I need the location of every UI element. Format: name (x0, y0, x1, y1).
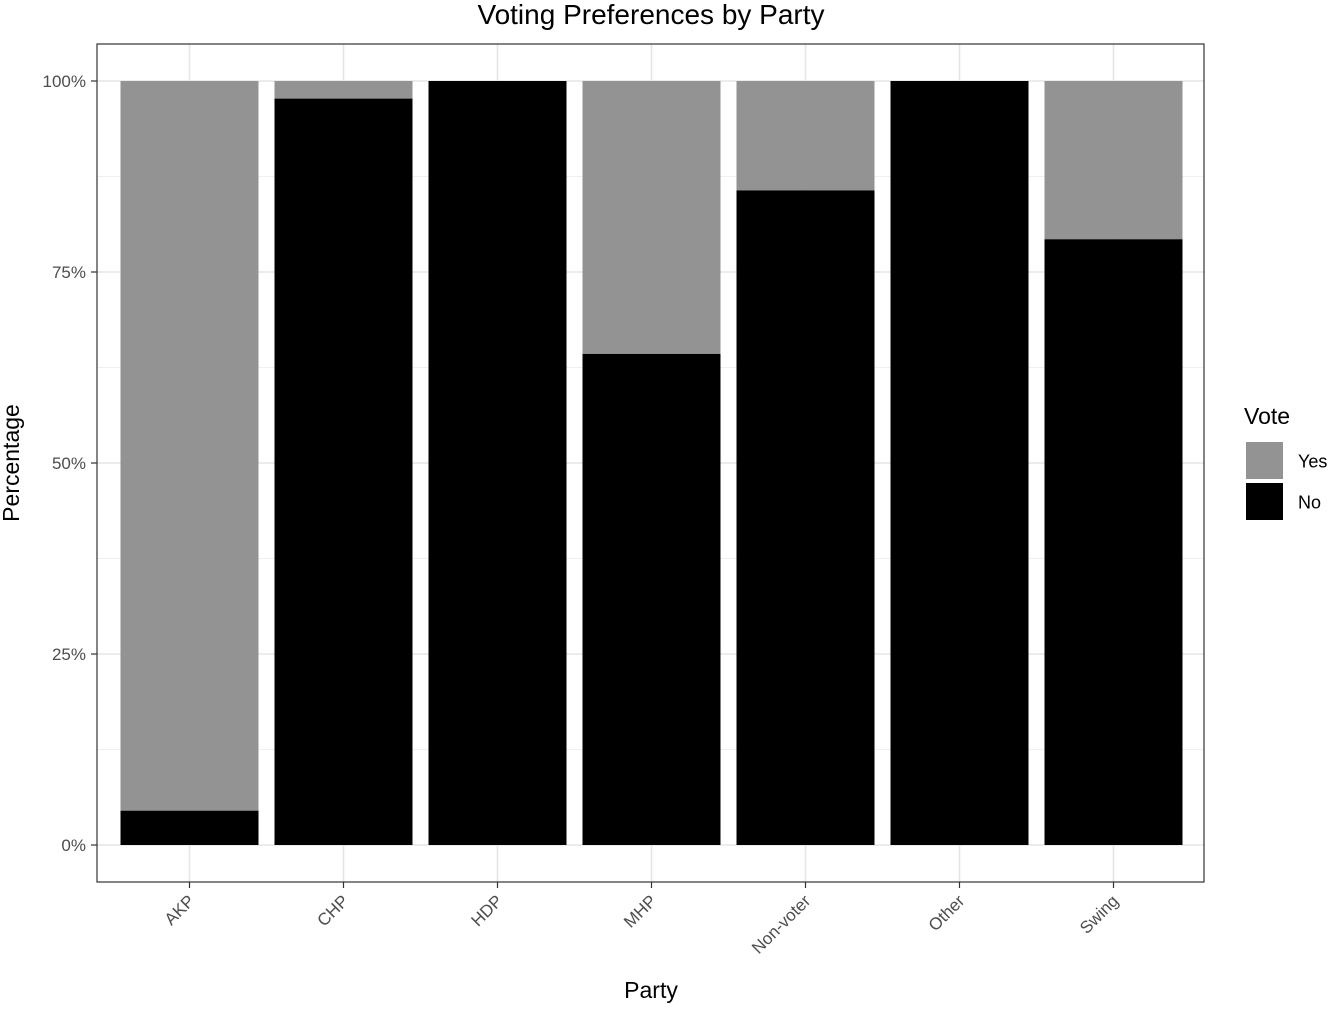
bar-no-chp (274, 98, 413, 845)
x-tick-label: MHP (620, 891, 660, 931)
legend-title: Vote (1244, 403, 1290, 429)
bar-yes-non-voter (736, 81, 875, 191)
x-tick-label: HDP (468, 891, 507, 930)
legend-key-yes (1246, 442, 1283, 479)
x-tick-label: Other (925, 891, 969, 935)
x-axis: AKP CHP HDP MHP Non-voter Other Swing (161, 882, 1122, 958)
bar-no-hdp (428, 81, 567, 845)
bar-yes-swing (1044, 81, 1183, 240)
bar-no-mhp (582, 353, 721, 845)
bar-no-swing (1044, 239, 1183, 845)
x-tick-label: Swing (1076, 891, 1122, 937)
legend-label-yes: Yes (1298, 452, 1327, 472)
x-tick-label: AKP (161, 891, 198, 928)
y-axis: 0% 25% 50% 75% 100% (43, 72, 97, 855)
y-tick-label: 0% (61, 836, 86, 855)
bars (120, 81, 1183, 845)
x-tick-label: CHP (314, 891, 353, 930)
y-tick-label: 25% (52, 645, 86, 664)
bar-no-other (890, 81, 1029, 845)
bar-no-non-voter (736, 190, 875, 845)
legend-key-no (1246, 483, 1283, 520)
x-axis-title: Party (624, 977, 678, 1003)
chart-title: Voting Preferences by Party (477, 0, 824, 30)
legend: Vote Yes No (1244, 403, 1327, 520)
bar-yes-akp (120, 81, 259, 811)
y-tick-label: 50% (52, 454, 86, 473)
x-tick-label: Non-voter (748, 891, 814, 957)
bar-yes-mhp (582, 81, 721, 354)
bar-no-akp (120, 810, 259, 845)
y-tick-label: 75% (52, 263, 86, 282)
bar-yes-chp (274, 81, 413, 99)
legend-label-no: No (1298, 493, 1321, 513)
y-axis-title: Percentage (0, 404, 24, 522)
y-tick-label: 100% (43, 72, 86, 91)
